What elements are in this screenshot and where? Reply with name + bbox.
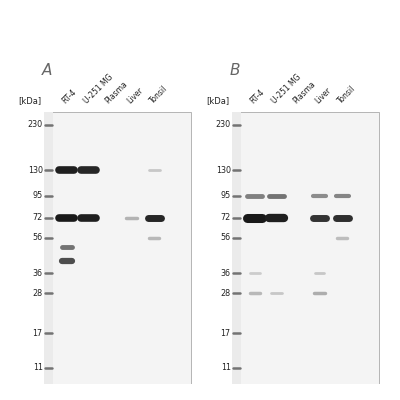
Text: 56: 56 (220, 233, 231, 242)
Text: U-251 MG: U-251 MG (270, 72, 303, 105)
Text: 11: 11 (221, 364, 231, 372)
Text: 130: 130 (216, 166, 231, 175)
Text: Plasma: Plasma (104, 79, 130, 105)
Text: Tonsil: Tonsil (148, 84, 170, 105)
Text: 230: 230 (216, 120, 231, 129)
Text: U-251 MG: U-251 MG (82, 72, 115, 105)
Text: 130: 130 (28, 166, 43, 175)
Text: Plasma: Plasma (292, 79, 318, 105)
Text: A: A (41, 63, 52, 78)
Text: 95: 95 (32, 191, 43, 200)
Text: 17: 17 (220, 329, 231, 338)
Text: [kDa]: [kDa] (206, 97, 229, 106)
Text: 11: 11 (33, 364, 43, 372)
Text: 72: 72 (32, 213, 43, 222)
Text: [kDa]: [kDa] (18, 97, 41, 106)
Text: 56: 56 (32, 233, 43, 242)
Text: RT-4: RT-4 (248, 87, 266, 105)
Text: 95: 95 (220, 191, 231, 200)
Text: 230: 230 (28, 120, 43, 129)
Text: 28: 28 (32, 289, 43, 298)
Text: 72: 72 (220, 213, 231, 222)
Text: 28: 28 (220, 289, 231, 298)
Text: Liver: Liver (125, 86, 145, 105)
Text: 36: 36 (33, 269, 43, 278)
Text: 17: 17 (32, 329, 43, 338)
Text: 36: 36 (221, 269, 231, 278)
Text: RT-4: RT-4 (60, 87, 78, 105)
Text: Liver: Liver (313, 86, 333, 105)
Text: Tonsil: Tonsil (336, 84, 358, 105)
Bar (232, 112, 242, 384)
Bar (44, 112, 54, 384)
Text: B: B (229, 63, 240, 78)
